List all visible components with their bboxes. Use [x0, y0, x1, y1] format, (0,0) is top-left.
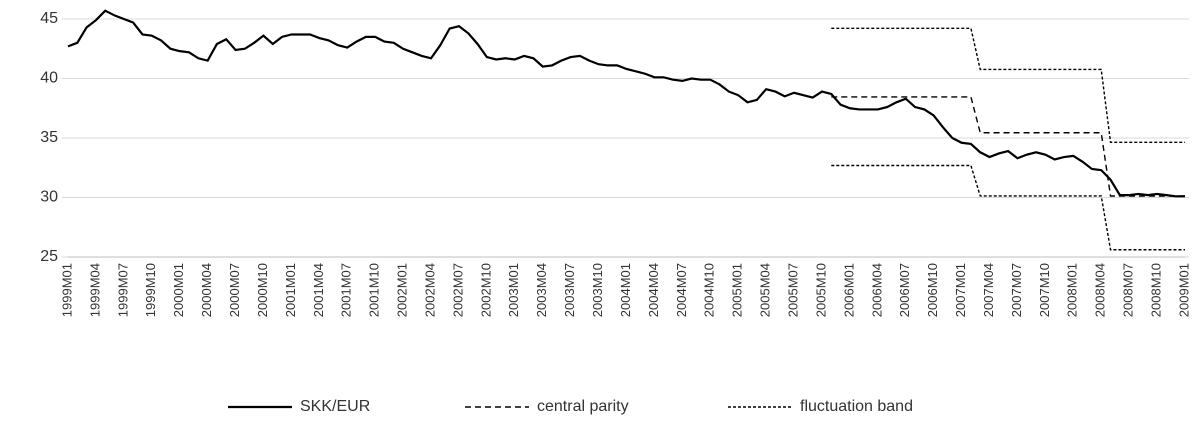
x-tick-label: 2002M10	[478, 263, 493, 317]
x-tick-label: 2006M07	[897, 263, 912, 317]
x-tick-label: 2003M07	[562, 263, 577, 317]
x-tick-label: 2006M04	[869, 263, 884, 317]
legend-label: central parity	[537, 398, 629, 415]
x-tick-label: 2001M01	[283, 263, 298, 317]
x-tick-label: 2003M04	[534, 263, 549, 317]
x-tick-label: 2008M01	[1065, 263, 1080, 317]
x-tick-label: 2004M01	[618, 263, 633, 317]
x-tick-label: 2002M07	[450, 263, 465, 317]
x-tick-label: 2005M10	[813, 263, 828, 317]
series-line	[831, 96, 1185, 197]
x-tick-label: 2003M10	[590, 263, 605, 317]
x-tick-label: 2005M01	[730, 263, 745, 317]
series-line	[831, 27, 1185, 143]
x-tick-label: 1999M01	[59, 263, 74, 317]
y-tick-label: 45	[40, 10, 58, 27]
y-tick-label: 30	[40, 189, 58, 206]
legend-label: SKK/EUR	[300, 398, 370, 415]
x-tick-label: 2002M01	[395, 263, 410, 317]
x-tick-label: 2006M01	[841, 263, 856, 317]
x-tick-label: 2008M07	[1121, 263, 1136, 317]
x-tick-label: 2001M07	[339, 263, 354, 317]
x-tick-label: 2004M10	[702, 263, 717, 317]
x-tick-label: 2004M07	[674, 263, 689, 317]
x-tick-label: 2007M04	[981, 263, 996, 317]
x-tick-label: 1999M07	[115, 263, 130, 317]
x-tick-label: 2001M04	[311, 263, 326, 317]
x-tick-label: 2000M04	[199, 263, 214, 317]
series-line	[831, 164, 1185, 251]
series-line	[67, 9, 1185, 198]
x-tick-label: 2007M07	[1009, 263, 1024, 317]
x-tick-label: 2008M04	[1093, 263, 1108, 317]
x-tick-label: 2004M04	[646, 263, 661, 317]
x-tick-label: 1999M10	[143, 263, 158, 317]
x-tick-label: 2007M10	[1037, 263, 1052, 317]
x-tick-label: 2007M01	[953, 263, 968, 317]
x-tick-label: 2008M10	[1149, 263, 1164, 317]
y-tick-label: 25	[40, 248, 58, 265]
x-tick-label: 2005M07	[785, 263, 800, 317]
y-tick-label: 35	[40, 129, 58, 146]
x-tick-label: 1999M04	[87, 263, 102, 317]
x-tick-label: 2000M07	[227, 263, 242, 317]
y-tick-label: 40	[40, 70, 58, 87]
x-tick-label: 2003M01	[506, 263, 521, 317]
legend-label: fluctuation band	[800, 398, 913, 415]
x-tick-label: 2001M10	[367, 263, 382, 317]
x-tick-label: 2000M01	[171, 263, 186, 317]
x-tick-label: 2006M10	[925, 263, 940, 317]
x-tick-label: 2002M04	[422, 263, 437, 317]
x-tick-label: 2000M10	[255, 263, 270, 317]
x-tick-label: 2009M01	[1176, 263, 1191, 317]
x-tick-label: 2005M04	[758, 263, 773, 317]
